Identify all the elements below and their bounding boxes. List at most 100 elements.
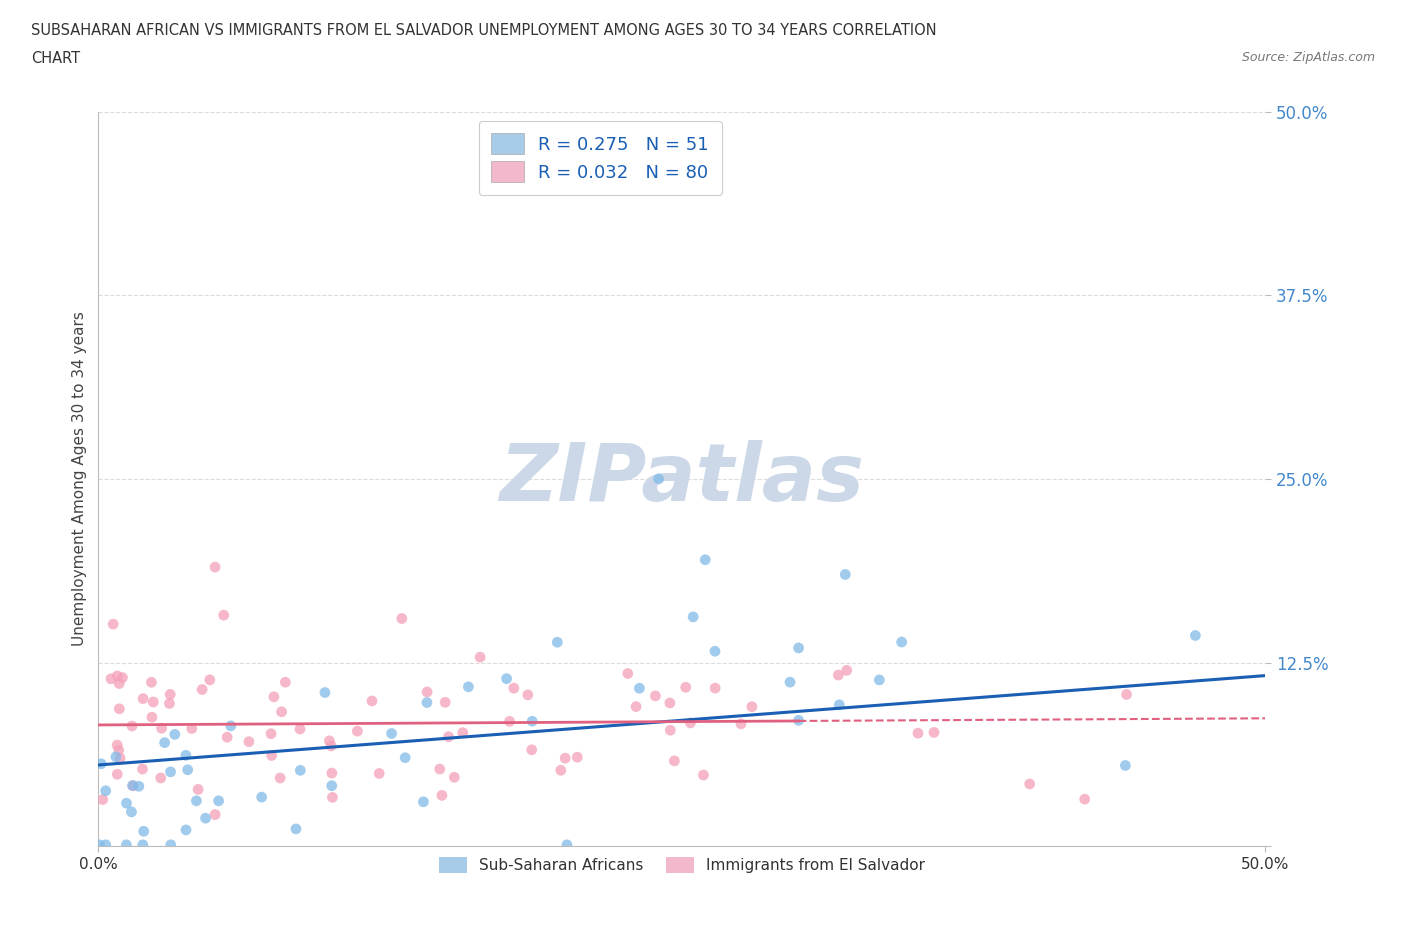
Point <box>91 792 114 807</box>
Point <box>187 782 209 797</box>
Point <box>121 719 143 734</box>
Point <box>274 675 297 690</box>
Point <box>555 837 578 852</box>
Point <box>361 694 384 709</box>
Point <box>498 714 520 729</box>
Point <box>103 617 125 631</box>
Point <box>907 725 929 740</box>
Point <box>368 766 391 781</box>
Point <box>105 737 128 752</box>
Point <box>107 743 129 758</box>
Point <box>108 701 131 716</box>
Point <box>191 682 214 697</box>
Point <box>546 635 568 650</box>
Point <box>495 671 517 686</box>
Point <box>128 778 150 793</box>
Point <box>391 611 413 626</box>
Point <box>149 771 172 786</box>
Point <box>394 751 416 765</box>
Point <box>835 663 858 678</box>
Point <box>516 687 538 702</box>
Point <box>141 675 163 690</box>
Point <box>451 725 474 740</box>
Point <box>318 734 340 749</box>
Point <box>105 767 128 782</box>
Point <box>434 695 457 710</box>
Point <box>94 783 117 798</box>
Point <box>834 567 856 582</box>
Point <box>679 715 702 730</box>
Point <box>238 734 260 749</box>
Point <box>263 689 285 704</box>
Point <box>250 790 273 804</box>
Point <box>502 681 524 696</box>
Text: SUBSAHARAN AFRICAN VS IMMIGRANTS FROM EL SALVADOR UNEMPLOYMENT AMONG AGES 30 TO : SUBSAHARAN AFRICAN VS IMMIGRANTS FROM EL… <box>31 23 936 38</box>
Point <box>567 750 589 764</box>
Point <box>617 666 640 681</box>
Point <box>141 710 163 724</box>
Point <box>115 796 138 811</box>
Point <box>416 684 439 699</box>
Point <box>260 748 283 763</box>
Point <box>132 824 155 839</box>
Point <box>1114 758 1136 773</box>
Point <box>429 762 451 777</box>
Point <box>704 681 727 696</box>
Point <box>692 767 714 782</box>
Point <box>132 837 155 852</box>
Point <box>416 695 439 710</box>
Text: Source: ZipAtlas.com: Source: ZipAtlas.com <box>1241 51 1375 64</box>
Point <box>787 641 810 656</box>
Point <box>1115 687 1137 702</box>
Point <box>890 634 912 649</box>
Point <box>1018 777 1040 791</box>
Point <box>730 716 752 731</box>
Point <box>664 753 686 768</box>
Point <box>468 650 491 665</box>
Point <box>94 837 117 852</box>
Point <box>285 821 308 836</box>
Point <box>628 681 651 696</box>
Point <box>346 724 368 738</box>
Point <box>89 837 111 852</box>
Point <box>430 788 453 803</box>
Point <box>457 680 479 695</box>
Point <box>186 793 208 808</box>
Point <box>204 807 226 822</box>
Legend: Sub-Saharan Africans, Immigrants from El Salvador: Sub-Saharan Africans, Immigrants from El… <box>433 851 931 879</box>
Point <box>682 609 704 624</box>
Point <box>922 725 945 740</box>
Point <box>111 671 134 685</box>
Y-axis label: Unemployment Among Ages 30 to 34 years: Unemployment Among Ages 30 to 34 years <box>72 312 87 646</box>
Point <box>321 738 343 753</box>
Point <box>779 674 801 689</box>
Point <box>321 778 343 793</box>
Point <box>522 714 544 729</box>
Point <box>443 770 465 785</box>
Point <box>159 764 181 779</box>
Point <box>174 822 197 837</box>
Point <box>437 729 460 744</box>
Point <box>554 751 576 765</box>
Point <box>321 765 343 780</box>
Point <box>741 699 763 714</box>
Point <box>1073 791 1095 806</box>
Point <box>260 726 283 741</box>
Point <box>115 837 138 852</box>
Point <box>131 762 153 777</box>
Point <box>644 688 666 703</box>
Point <box>314 685 336 700</box>
Point <box>163 727 186 742</box>
Point <box>150 721 173 736</box>
Point <box>198 672 221 687</box>
Point <box>108 676 131 691</box>
Point <box>321 790 343 804</box>
Point <box>180 721 202 736</box>
Point <box>174 748 197 763</box>
Point <box>647 472 669 486</box>
Point <box>787 713 810 728</box>
Point <box>828 698 851 712</box>
Point <box>121 804 143 819</box>
Point <box>381 726 404 741</box>
Point <box>624 699 647 714</box>
